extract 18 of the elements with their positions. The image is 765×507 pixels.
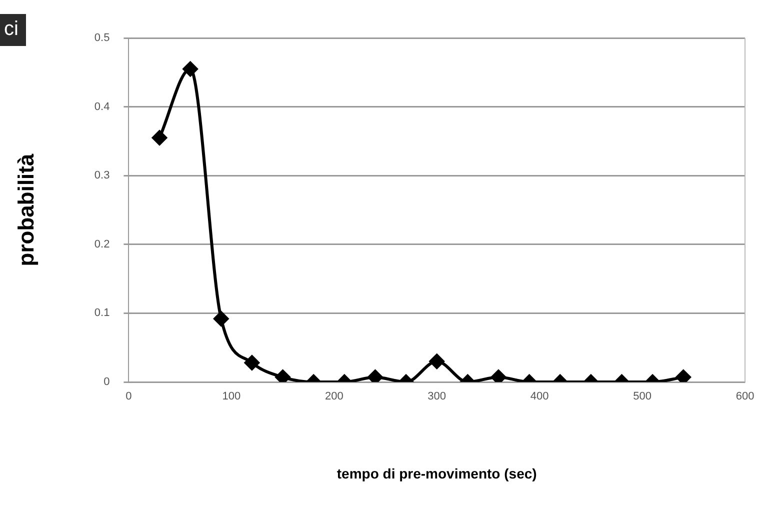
y-tick-label: 0.3 <box>94 170 110 182</box>
x-tick-label: 400 <box>530 390 549 403</box>
x-tick-label: 200 <box>324 390 344 403</box>
y-tick-label: 0.5 <box>94 32 110 44</box>
y-tick-label: 0.1 <box>94 307 110 320</box>
y-tick-label: 0.4 <box>94 100 110 113</box>
x-axis-title: tempo di pre-movimento (sec) <box>336 465 537 482</box>
y-axis-title: probabilità <box>13 153 38 266</box>
y-tick-label: 0.2 <box>94 238 110 250</box>
point <box>152 130 168 146</box>
text: ci <box>0 14 26 46</box>
x-tick-label: 600 <box>736 390 754 403</box>
x-tick-label: 300 <box>428 390 446 403</box>
point <box>182 61 198 76</box>
y-tick-label: 0 <box>104 376 110 388</box>
x-tick-label: 0 <box>126 390 132 403</box>
x-tick-label: 100 <box>222 390 241 403</box>
x-tick-label: 500 <box>633 390 652 403</box>
